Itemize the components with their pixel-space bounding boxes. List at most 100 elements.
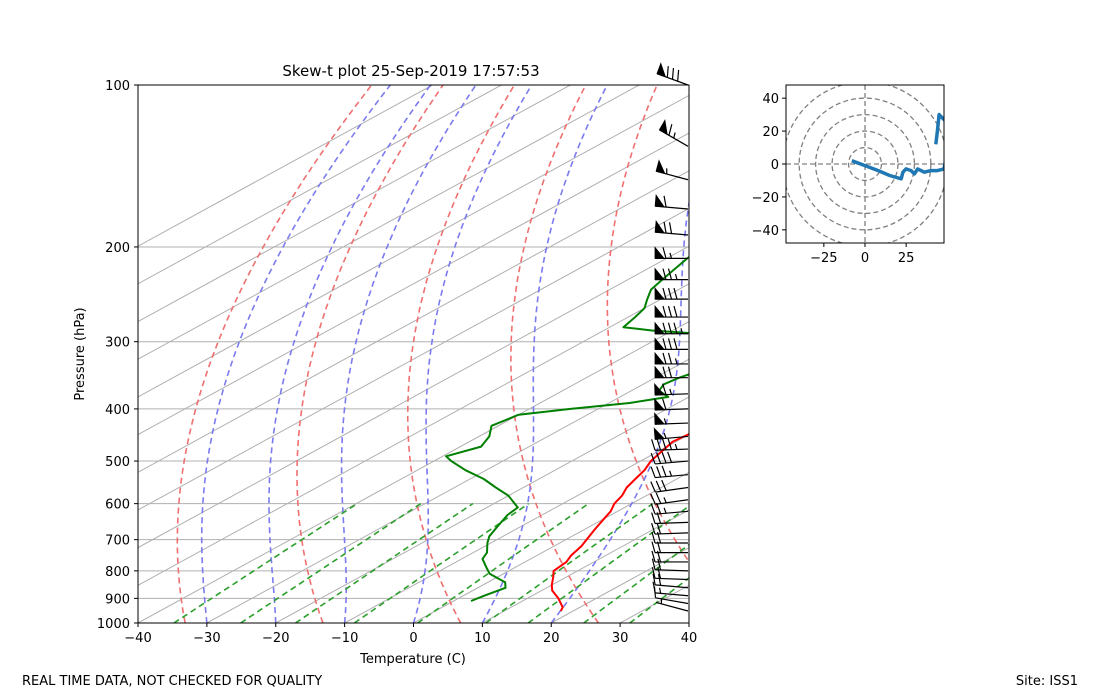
mixing-ratio-line: [353, 502, 530, 623]
hodograph-y-tick-label: 40: [762, 92, 779, 107]
hodograph-x-tick-label: 25: [898, 251, 915, 266]
x-tick-label: 10: [474, 631, 491, 646]
y-tick-label: 800: [105, 565, 130, 580]
y-tick-label: 700: [105, 534, 130, 549]
y-tick-label: 500: [105, 455, 130, 470]
x-tick-label: 30: [612, 631, 629, 646]
dry-adiabat: [176, 85, 373, 623]
wind-barb: [651, 550, 688, 563]
skewt-background: [138, 85, 689, 623]
hodograph-x-tick-label: 0: [861, 251, 869, 266]
quality-disclaimer: REAL TIME DATA, NOT CHECKED FOR QUALITY: [22, 674, 323, 689]
x-tick-label: −30: [193, 631, 220, 646]
dry-adiabat: [296, 85, 444, 623]
isotherm: [138, 94, 689, 398]
wind-barb: [651, 531, 688, 544]
moist-adiabat: [412, 85, 533, 623]
wind-barb: [655, 159, 689, 181]
x-tick-label: 40: [681, 631, 698, 646]
y-tick-label: 100: [105, 79, 130, 94]
hodograph-rings: [786, 85, 944, 243]
hodograph-y-tick-label: 20: [762, 125, 779, 140]
wind-barb: [651, 567, 689, 581]
x-tick-label: −10: [331, 631, 358, 646]
wind-barb: [654, 246, 688, 259]
isotherm: [344, 434, 689, 623]
hodograph-y-tick-label: 0: [771, 158, 779, 173]
isotherm: [138, 207, 689, 511]
mixing-ratio-line: [417, 502, 589, 623]
y-tick-label: 900: [105, 592, 130, 607]
hodograph-x-tick-label: −25: [810, 251, 837, 266]
skewt-panel: −40 −30 −20 −10 0 10 20 30 40 100 200 300 400 500 600 7…: [73, 62, 697, 667]
wind-barb: [654, 286, 688, 300]
dewpoint-profile: [445, 255, 689, 602]
wind-barb: [651, 438, 689, 451]
y-tick-label: 400: [105, 403, 130, 418]
skewt-title: Skew-t plot 25-Sep-2019 17:57:53: [282, 62, 539, 80]
hodograph-ticks: −25 0 25 −40 −20 0 20 40: [752, 92, 915, 266]
skewt-ylabel: Pressure (hPa): [73, 307, 88, 400]
moist-adiabat: [481, 85, 608, 623]
hodograph-panel: −25 0 25 −40 −20 0 20 40: [752, 84, 945, 266]
wind-barb: [654, 321, 688, 335]
isotherm: [413, 471, 689, 623]
hodograph-ring: [831, 130, 899, 198]
wind-barbs: [650, 62, 689, 612]
wind-barb: [654, 304, 688, 318]
mixing-ratio-line: [173, 502, 358, 623]
wind-barb: [654, 351, 688, 365]
isotherm: [138, 170, 689, 473]
hodograph-ring: [847, 146, 883, 182]
wind-barb: [654, 382, 689, 396]
wind-barb: [654, 267, 688, 281]
wind-barb: [656, 62, 689, 86]
wind-barb: [654, 412, 689, 425]
wind-barb: [654, 337, 688, 350]
wind-barb: [650, 465, 689, 479]
skewt-ticks: −40 −30 −20 −10 0 10 20 30 40 100 200 300 400 500 600 7…: [97, 79, 697, 646]
skewt-reference-lines: [138, 85, 689, 623]
wind-barb: [654, 219, 689, 236]
x-tick-label: 20: [543, 631, 560, 646]
wind-barb: [653, 427, 689, 440]
isotherm: [138, 132, 689, 436]
wind-barb: [652, 573, 689, 589]
wind-barb: [655, 598, 689, 612]
wind-barb: [651, 541, 688, 554]
temperature-profile: [550, 432, 689, 612]
wind-barb: [654, 398, 689, 411]
isotherm: [138, 245, 689, 549]
site-label: Site: ISS1: [1015, 674, 1078, 689]
y-tick-label: 600: [105, 498, 130, 513]
x-tick-label: −20: [262, 631, 289, 646]
wind-barb: [654, 365, 688, 379]
isotherm: [275, 396, 689, 623]
mixing-ratio-line: [295, 502, 474, 623]
isotherm: [138, 85, 502, 285]
wind-barb: [654, 193, 689, 210]
isotherm: [482, 509, 689, 623]
wind-barb: [650, 492, 689, 505]
wind-barb: [650, 479, 689, 493]
isotherm: [138, 85, 640, 360]
x-tick-label: −40: [124, 631, 151, 646]
y-tick-label: 1000: [97, 617, 130, 632]
isotherm: [138, 283, 689, 586]
skewt-series: [445, 255, 689, 612]
wind-barb: [651, 558, 689, 572]
wind-barb: [651, 522, 689, 535]
dry-adiabat: [510, 85, 600, 623]
moist-adiabat: [200, 85, 391, 623]
hodograph-series: [851, 112, 944, 181]
hodograph-trace: [851, 112, 944, 181]
mixing-ratio-line: [485, 502, 654, 623]
wind-barb: [650, 451, 689, 465]
hodograph-y-tick-label: −40: [752, 224, 779, 239]
mixing-ratio-line: [240, 502, 422, 623]
wind-barb: [658, 119, 689, 147]
dry-adiabat: [406, 85, 515, 623]
isotherm: [138, 320, 689, 623]
wind-barb: [650, 502, 689, 515]
